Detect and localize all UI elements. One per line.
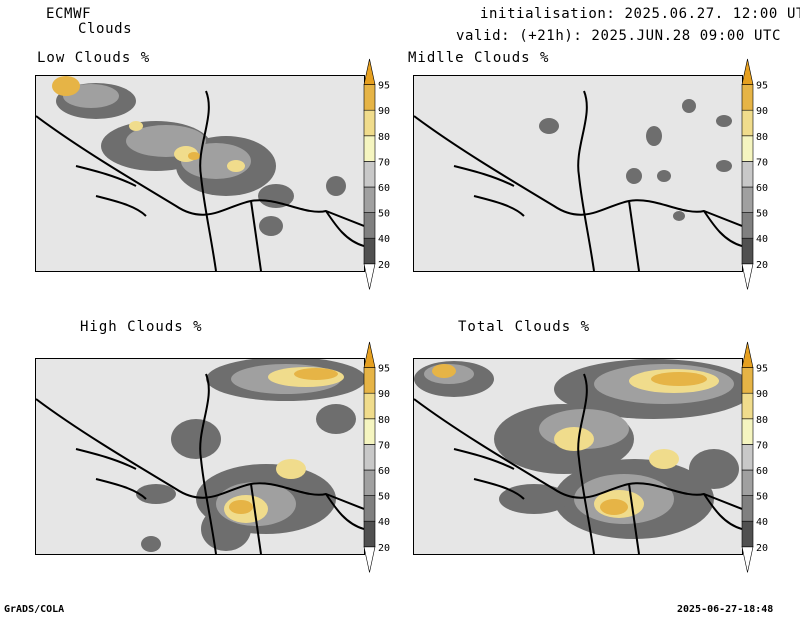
colorbar-tick-label: 60	[378, 466, 390, 477]
map-panel-total	[413, 358, 743, 555]
panel-title-low: Low Clouds %	[37, 50, 151, 66]
colorbar-segment	[363, 520, 376, 548]
colorbar-tick-label: 40	[756, 234, 768, 245]
colorbar-segment	[363, 444, 376, 471]
colorbar-tick-label: 80	[378, 415, 390, 426]
variable-name: Clouds	[78, 21, 133, 37]
colorbar-tick-label: 50	[756, 492, 768, 503]
colorbar-tick-label: 90	[378, 106, 390, 117]
map-panel-high	[35, 358, 365, 555]
map-panel-low	[35, 75, 365, 272]
colorbar-segment	[363, 109, 376, 137]
colorbar-segment	[741, 161, 754, 188]
colorbar-tick-label: 90	[756, 389, 768, 400]
colorbar-segment	[741, 186, 754, 213]
colorbar-segment	[363, 367, 376, 394]
colorbar-tick-label: 40	[378, 234, 390, 245]
colorbar-segment	[363, 469, 376, 496]
model-name: ECMWF	[46, 6, 92, 22]
footer-timestamp: 2025-06-27-18:48	[677, 604, 774, 615]
colorbar-tick-label: 95	[378, 364, 390, 375]
colorbar-segment	[741, 546, 754, 573]
colorbar-segment	[363, 546, 376, 573]
colorbar-segment	[741, 520, 754, 548]
colorbar-tick-label: 50	[378, 492, 390, 503]
colorbar-segment	[363, 161, 376, 188]
colorbar-segment	[363, 237, 376, 265]
colorbar-tick-label: 20	[378, 543, 390, 554]
colorbar-tick-label: 95	[378, 81, 390, 92]
colorbar-tick-label: 40	[756, 517, 768, 528]
colorbar-high: 20 40 50 60 70 80 90 95	[363, 341, 390, 573]
map-middle-svg	[414, 90, 742, 271]
footer-software: GrADS/COLA	[4, 604, 65, 615]
colorbar-tick-label: 70	[756, 157, 768, 168]
colorbar-tick-label: 20	[378, 260, 390, 271]
colorbar-low: 20 40 50 60 70 80 90 95	[363, 58, 390, 290]
colorbar-segment	[363, 495, 376, 522]
colorbar-segment	[741, 341, 754, 368]
map-panel-middle	[413, 75, 743, 272]
colorbar-segment	[363, 418, 376, 445]
colorbar-segment	[741, 263, 754, 290]
colorbar-middle: 20 40 50 60 70 80 90 95	[741, 58, 768, 290]
map-low-svg	[36, 76, 364, 271]
colorbar-segment	[741, 212, 754, 239]
colorbar-segment	[363, 392, 376, 420]
colorbar-segment	[741, 84, 754, 111]
colorbar-segment	[741, 58, 754, 85]
colorbar-segment	[363, 58, 376, 85]
colorbar-segment	[741, 109, 754, 137]
colorbar-tick-label: 80	[756, 415, 768, 426]
colorbar-tick-label: 95	[756, 364, 768, 375]
colorbar-tick-label: 20	[756, 260, 768, 271]
colorbar-tick-label: 60	[378, 183, 390, 194]
colorbar-tick-label: 80	[378, 132, 390, 143]
colorbar-tick-label: 95	[756, 81, 768, 92]
colorbar-segment	[363, 341, 376, 368]
colorbar-segment	[741, 392, 754, 420]
colorbar-segment	[363, 135, 376, 162]
colorbar-segment	[363, 263, 376, 290]
map-total-svg	[414, 359, 742, 554]
colorbar-tick-label: 70	[378, 157, 390, 168]
colorbar-total: 20 40 50 60 70 80 90 95	[741, 341, 768, 573]
panel-title-high: High Clouds %	[80, 319, 203, 335]
colorbar-tick-label: 60	[756, 466, 768, 477]
map-high-svg	[36, 359, 364, 554]
colorbar-segment	[363, 84, 376, 111]
panel-title-middle: Midlle Clouds %	[408, 50, 550, 66]
colorbar-tick-label: 20	[756, 543, 768, 554]
colorbar-tick-label: 60	[756, 183, 768, 194]
colorbar-tick-label: 70	[378, 440, 390, 451]
colorbar-segment	[363, 212, 376, 239]
colorbar-tick-label: 70	[756, 440, 768, 451]
colorbar-segment	[741, 135, 754, 162]
colorbar-tick-label: 90	[756, 106, 768, 117]
colorbar-segment	[741, 469, 754, 496]
panel-title-total: Total Clouds %	[458, 319, 591, 335]
valid-time: valid: (+21h): 2025.JUN.28 09:00 UTC	[456, 28, 782, 44]
colorbar-tick-label: 90	[378, 389, 390, 400]
colorbar-tick-label: 50	[378, 209, 390, 220]
colorbar-segment	[741, 444, 754, 471]
init-time: initialisation: 2025.06.27. 12:00 UTC	[480, 6, 800, 22]
colorbar-segment	[741, 418, 754, 445]
colorbar-tick-label: 40	[378, 517, 390, 528]
colorbar-segment	[741, 237, 754, 265]
colorbar-tick-label: 50	[756, 209, 768, 220]
colorbar-tick-label: 80	[756, 132, 768, 143]
colorbar-segment	[363, 186, 376, 213]
colorbar-segment	[741, 367, 754, 394]
colorbar-segment	[741, 495, 754, 522]
